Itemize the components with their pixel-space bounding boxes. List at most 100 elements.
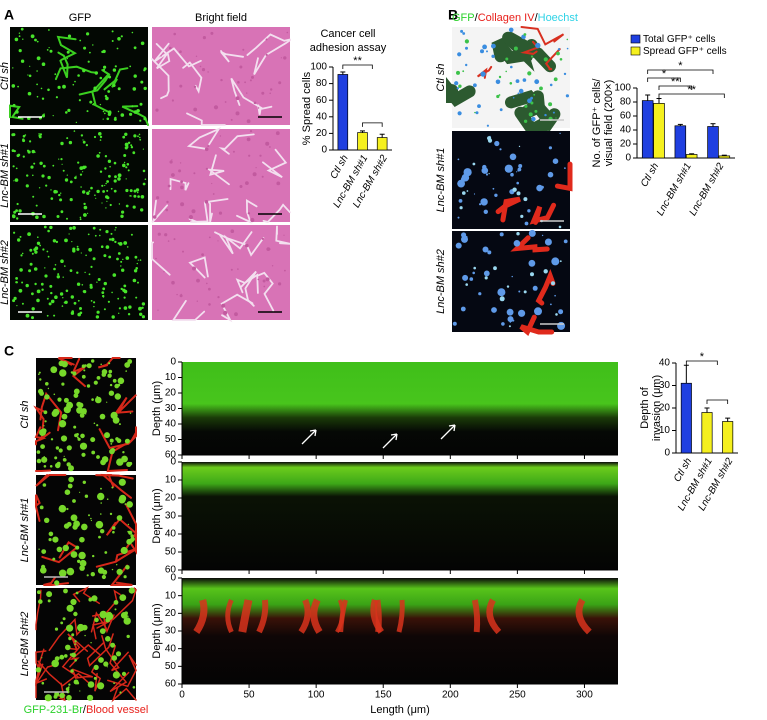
- micrograph-cell: [83, 202, 86, 206]
- micrograph-structure: [61, 633, 89, 678]
- micrograph-cell: [50, 291, 53, 295]
- micrograph-cell: [130, 146, 134, 149]
- y-tick-label: 0: [170, 457, 176, 468]
- micrograph-cell: [191, 209, 196, 214]
- micrograph-cell: [45, 184, 48, 187]
- micrograph-cell: [56, 215, 60, 218]
- micrograph-cell: [155, 108, 159, 112]
- micrograph-cell: [530, 55, 534, 58]
- micrograph-cell: [102, 68, 106, 71]
- micrograph-cell: [36, 70, 38, 72]
- micrograph-cell: [41, 114, 46, 118]
- micrograph-cell: [66, 694, 72, 701]
- micrograph-cell: [135, 188, 140, 192]
- micrograph-cell: [82, 68, 86, 73]
- y-tick-label: 0: [170, 357, 176, 368]
- micrograph-cell: [59, 369, 67, 377]
- micrograph-cell: [141, 315, 145, 319]
- micrograph-cell: [497, 288, 506, 297]
- micrograph-cell: [188, 215, 193, 220]
- micrograph-cell: [62, 544, 69, 552]
- bar: [376, 137, 388, 151]
- bar: [685, 154, 698, 159]
- micrograph-cell: [469, 277, 474, 281]
- micrograph-cell: [179, 162, 182, 164]
- micrograph-cell: [65, 289, 69, 293]
- micrograph-cell: [39, 133, 43, 136]
- error-bar: [721, 154, 727, 156]
- micrograph-cell: [549, 83, 553, 87]
- micrograph-cell: [143, 69, 146, 72]
- micrograph-cell: [63, 406, 71, 414]
- micrograph-cell: [46, 250, 49, 253]
- micrograph-structure: [72, 586, 101, 605]
- micrograph-cell: [117, 37, 121, 41]
- micrograph-cell: [130, 536, 135, 542]
- micrograph-cell: [58, 448, 63, 453]
- micrograph-cell: [180, 293, 182, 295]
- micrograph-structure: [35, 663, 44, 699]
- significance-bracket: [658, 85, 693, 90]
- micrograph-cell: [73, 425, 77, 429]
- micrograph-cell: [72, 371, 77, 376]
- micrograph-cell: [38, 548, 40, 550]
- micrograph-cell: [473, 193, 476, 195]
- micrograph-cell: [84, 634, 86, 637]
- micrograph-cell: [559, 260, 562, 263]
- micrograph-cell: [143, 86, 147, 91]
- micrograph-cell: [44, 694, 52, 702]
- y-axis-label: invasion (μm): [651, 375, 663, 441]
- micrograph-cell: [280, 57, 282, 59]
- micrograph-cell: [46, 591, 53, 598]
- micrograph-cell: [527, 98, 532, 104]
- micrograph-bg: [452, 131, 570, 229]
- micrograph-cell: [114, 608, 117, 611]
- micrograph-cell: [95, 520, 104, 529]
- micrograph-cell: [66, 462, 71, 467]
- micrograph-cell: [128, 587, 135, 594]
- micrograph-cell: [75, 545, 80, 550]
- error-bar: [360, 130, 365, 133]
- significance-label: *: [700, 351, 705, 363]
- micrograph-cell: [539, 86, 543, 91]
- micrograph-cell: [548, 102, 553, 107]
- micrograph-structure: [101, 635, 129, 672]
- micrograph-cell: [105, 195, 109, 199]
- micrograph-cell: [512, 96, 515, 99]
- micrograph-cell: [54, 627, 59, 631]
- panel-letter: B: [448, 7, 458, 23]
- micrograph-cell: [132, 151, 136, 155]
- micrograph-cell: [18, 49, 22, 53]
- vessel: [225, 598, 234, 634]
- micrograph-cell: [128, 461, 133, 466]
- micrograph-cell: [246, 119, 251, 124]
- micrograph-cell: [193, 172, 196, 175]
- micrograph-cell: [83, 369, 86, 372]
- micrograph-cell: [84, 271, 86, 274]
- micrograph-cell: [480, 49, 484, 54]
- micrograph-cell: [42, 214, 46, 219]
- micrograph-cell: [108, 390, 115, 396]
- micrograph-cell: [92, 257, 96, 261]
- micrograph-cell: [35, 204, 38, 207]
- micrograph-cell: [71, 633, 75, 637]
- panel-letter: C: [4, 343, 14, 359]
- micrograph-cell: [15, 209, 18, 213]
- micrograph-cell: [12, 67, 14, 69]
- stain-name: GFP: [452, 12, 475, 24]
- micrograph-structure: [35, 469, 52, 472]
- micrograph-cell: [79, 173, 83, 176]
- micrograph-cell: [82, 190, 86, 194]
- micrograph-cell: [556, 51, 560, 56]
- micrograph-cell: [117, 297, 120, 300]
- micrograph-cell: [80, 252, 82, 254]
- micrograph-cell: [110, 443, 113, 445]
- micrograph-cell: [211, 182, 213, 185]
- micrograph-cell: [113, 682, 115, 685]
- micrograph-cell: [79, 536, 85, 543]
- micrograph-cell: [106, 189, 109, 192]
- micrograph-cell: [114, 175, 117, 179]
- micrograph-cell: [76, 247, 80, 251]
- micrograph-cell: [559, 132, 561, 135]
- micrograph-cell: [125, 178, 127, 180]
